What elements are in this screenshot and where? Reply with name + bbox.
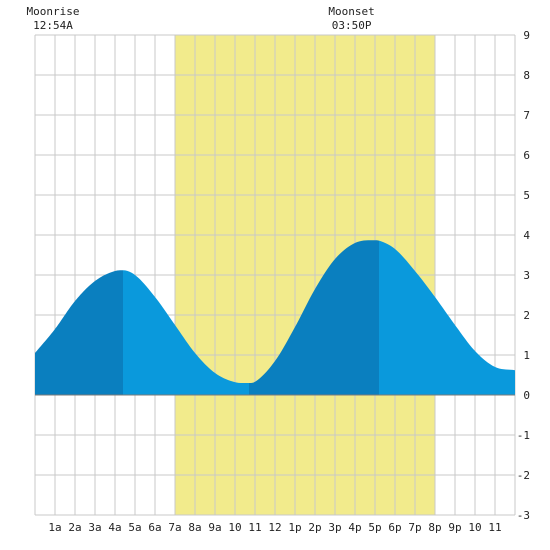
x-tick-label: 4p bbox=[348, 521, 361, 534]
x-tick-label: 8p bbox=[428, 521, 441, 534]
y-tick-label: 4 bbox=[523, 229, 530, 242]
x-tick-label: 9a bbox=[208, 521, 221, 534]
moonrise-label: Moonrise bbox=[27, 5, 80, 18]
x-tick-label: 6a bbox=[148, 521, 161, 534]
x-tick-label: 10 bbox=[228, 521, 241, 534]
y-tick-label: -3 bbox=[517, 509, 530, 522]
x-tick-label: 7p bbox=[408, 521, 421, 534]
x-tick-label: 5p bbox=[368, 521, 381, 534]
y-tick-label: -1 bbox=[517, 429, 530, 442]
x-tick-label: 9p bbox=[448, 521, 461, 534]
x-tick-label: 1a bbox=[48, 521, 61, 534]
x-tick-label: 1p bbox=[288, 521, 301, 534]
x-tick-label: 4a bbox=[108, 521, 121, 534]
moonrise-annotation: Moonrise 12:54A bbox=[27, 5, 80, 32]
y-tick-label: 5 bbox=[523, 189, 530, 202]
x-tick-label: 2a bbox=[68, 521, 81, 534]
x-tick-label: 8a bbox=[188, 521, 201, 534]
x-tick-label: 2p bbox=[308, 521, 321, 534]
y-tick-label: -2 bbox=[517, 469, 530, 482]
tide-area-falling bbox=[123, 270, 249, 395]
x-axis-ticks: 1a 2a 3a 4a 5a 6a 7a 8a 9a 10 11 12 1p 2p 3p 4p 5p 6p 7p 8p… bbox=[48, 521, 501, 534]
y-tick-label: 3 bbox=[523, 269, 530, 282]
tide-area-falling bbox=[379, 240, 515, 395]
moonset-label: Moonset bbox=[328, 5, 374, 18]
x-tick-label: 10 bbox=[468, 521, 481, 534]
moonset-time: 03:50P bbox=[332, 19, 372, 32]
tide-areas bbox=[35, 240, 515, 395]
y-tick-label: 9 bbox=[523, 29, 530, 42]
x-tick-label: 11 bbox=[488, 521, 501, 534]
x-tick-label: 11 bbox=[248, 521, 261, 534]
y-tick-label: 2 bbox=[523, 309, 530, 322]
x-tick-label: 3p bbox=[328, 521, 341, 534]
y-tick-label: 0 bbox=[523, 389, 530, 402]
x-tick-label: 3a bbox=[88, 521, 101, 534]
x-tick-label: 12 bbox=[268, 521, 281, 534]
y-tick-label: 6 bbox=[523, 149, 530, 162]
moonrise-time: 12:54A bbox=[33, 19, 73, 32]
x-tick-label: 6p bbox=[388, 521, 401, 534]
x-tick-label: 7a bbox=[168, 521, 181, 534]
x-tick-label: 5a bbox=[128, 521, 141, 534]
tide-area-rising bbox=[35, 270, 123, 395]
y-axis-ticks: 9 8 7 6 5 4 3 2 1 0 -1 -2 -3 bbox=[517, 29, 531, 522]
moonset-annotation: Moonset 03:50P bbox=[328, 5, 374, 32]
tide-area-rising bbox=[249, 240, 379, 395]
y-tick-label: 8 bbox=[523, 69, 530, 82]
y-tick-label: 1 bbox=[523, 349, 530, 362]
y-tick-label: 7 bbox=[523, 109, 530, 122]
